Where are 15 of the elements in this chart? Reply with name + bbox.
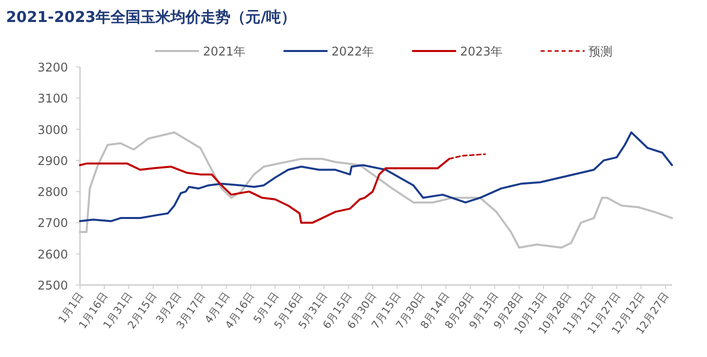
y-tick-label: 2500 [37,278,68,292]
legend-label: 预测 [588,44,613,58]
y-tick-label: 2800 [37,185,68,200]
legend-label: 2023年 [460,44,503,58]
line-series [79,131,673,222]
chart-title: 2021-2023年全国玉米均价走势（元/吨） [6,8,296,26]
legend-label: 2022年 [332,44,374,58]
y-tick-label: 2700 [37,216,68,230]
y-tick-label: 2900 [37,154,68,168]
y-tick-label: 2600 [37,247,68,262]
legend-label: 2021年 [203,44,246,58]
y-tick-label: 3100 [37,92,68,106]
y-tick-label: 3200 [37,60,68,74]
line-series [79,131,673,249]
y-tick-label: 3000 [37,122,68,137]
